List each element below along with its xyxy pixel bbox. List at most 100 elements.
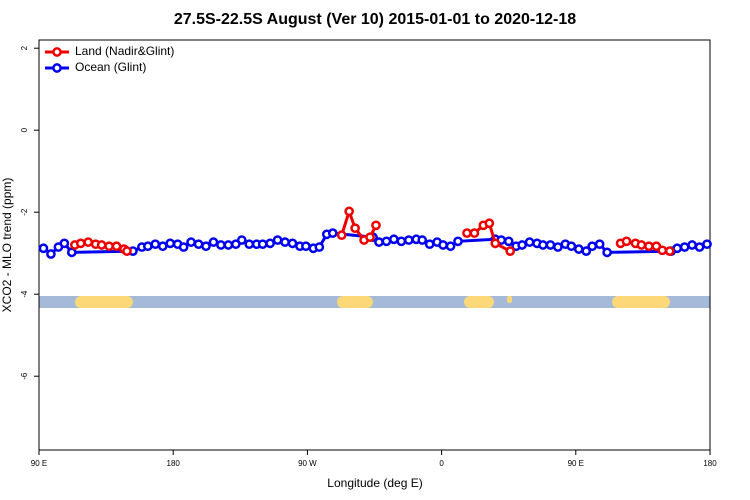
data-point (96, 240, 107, 250)
data-point (46, 249, 56, 259)
data-point (104, 241, 114, 252)
data-point (445, 241, 456, 252)
y-axis-label: XCO2 - MLO trend (ppm) (0, 178, 14, 313)
data-point (602, 247, 612, 258)
data-point (453, 236, 463, 247)
data-point (389, 234, 399, 245)
ocean-band (39, 296, 710, 308)
x-tick-label: 180 (703, 459, 717, 468)
data-point (587, 241, 598, 252)
y-tick-label: -4 (20, 290, 29, 298)
data-point (503, 236, 514, 247)
data-point (484, 218, 495, 229)
data-point (201, 241, 211, 252)
data-point (111, 241, 122, 252)
data-point (350, 223, 360, 234)
data-point (438, 240, 448, 250)
data-point (469, 228, 480, 238)
data-point (178, 242, 189, 252)
legend-label: Ocean (Glint) (75, 60, 146, 74)
data-point (371, 220, 381, 231)
land-band (75, 296, 133, 308)
data-point (216, 240, 226, 250)
data-point (165, 238, 176, 249)
data-point (694, 242, 705, 252)
data-point (327, 228, 338, 238)
data-point (517, 240, 527, 250)
legend-marker (52, 63, 62, 73)
data-point (66, 247, 77, 258)
x-tick-label: 0 (439, 459, 444, 468)
data-point (505, 246, 516, 256)
data-point (381, 236, 392, 247)
land-band (464, 296, 494, 308)
x-tick-label: 90 E (31, 459, 47, 468)
data-point (272, 235, 283, 245)
data-point (83, 237, 94, 247)
data-point (186, 237, 196, 247)
data-point (208, 237, 219, 247)
data-point (594, 239, 605, 250)
data-point (644, 241, 654, 252)
data-point (424, 239, 435, 250)
land-band (337, 296, 373, 308)
series (69, 206, 675, 256)
data-point (257, 239, 268, 250)
data-point (462, 228, 472, 238)
x-tick-label: 180 (167, 459, 181, 468)
data-point (287, 238, 298, 249)
data-point (265, 238, 275, 249)
data-point (702, 239, 712, 250)
data-point (365, 232, 375, 243)
data-point (236, 235, 247, 245)
land-sea-band (39, 296, 710, 308)
chart-title: 27.5S-22.5S August (Ver 10) 2015-01-01 t… (174, 11, 576, 28)
data-point (687, 240, 697, 250)
data-point (75, 238, 86, 249)
data-point (664, 246, 675, 256)
data-point (143, 241, 153, 252)
data-point (581, 246, 592, 256)
data-point (538, 240, 548, 250)
y-tick-label: -6 (20, 372, 29, 380)
data-point (417, 235, 428, 245)
data-point (374, 237, 384, 247)
x-tick-label: 90 W (298, 459, 317, 468)
data-point (396, 236, 407, 247)
data-point (301, 241, 311, 252)
data-point (524, 237, 535, 247)
y-tick-label: -2 (20, 208, 29, 216)
data-point (314, 242, 325, 252)
data-point (490, 238, 501, 249)
legend-label: Land (Nadir&Glint) (75, 44, 174, 58)
data-point (636, 240, 647, 250)
data-point (38, 243, 49, 254)
y-tick-label: 0 (20, 127, 29, 132)
data-point (657, 245, 668, 256)
data-point (403, 235, 414, 245)
data-point (566, 241, 577, 252)
data-point (679, 242, 690, 252)
land-band (507, 296, 512, 303)
x-axis-label: Longitude (deg E) (327, 476, 422, 490)
data-point (150, 239, 161, 250)
data-point (545, 240, 556, 250)
data-point (59, 238, 70, 249)
data-point (573, 244, 584, 254)
y-tick-label: 2 (20, 45, 29, 50)
data-point (621, 236, 632, 247)
land-band (612, 296, 670, 308)
data-point (280, 237, 290, 247)
data-point (244, 239, 255, 250)
data-point (223, 240, 234, 250)
legend-marker (52, 47, 62, 57)
data-point (344, 206, 355, 217)
data-point (157, 241, 168, 252)
data-point (122, 246, 132, 256)
data-point (193, 239, 204, 250)
data-point (553, 242, 563, 252)
series (38, 228, 712, 259)
data-point (336, 230, 347, 241)
data-point (672, 243, 683, 254)
